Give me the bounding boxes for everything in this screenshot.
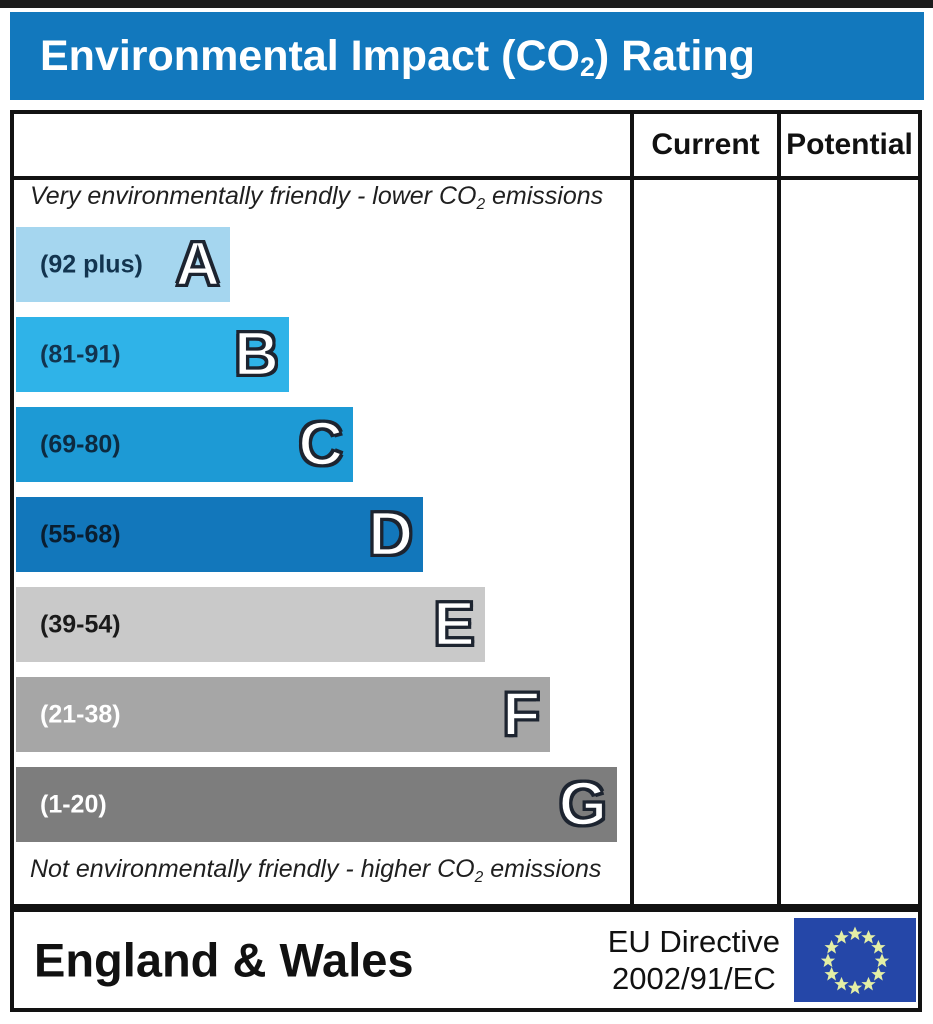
- band-bar-c: (69-80) C: [16, 407, 354, 482]
- band-range-label: (55-68): [40, 520, 121, 548]
- band-range-label: (92 plus): [40, 250, 143, 278]
- top-border-strip: [0, 0, 933, 8]
- band-bar-a: (92 plus) A: [16, 227, 231, 302]
- column-header-potential: Potential: [786, 128, 913, 161]
- band-bar-b: (81-91) B: [16, 317, 289, 392]
- band-letter: B: [233, 319, 280, 389]
- bottom-annotation: Not environmentally friendly - higher CO…: [30, 855, 602, 886]
- top-annotation: Very environmentally friendly - lower CO…: [30, 182, 604, 213]
- band-range-label: (81-91): [40, 340, 121, 368]
- footer: England & Wales EU Directive 2002/91/EC: [10, 908, 922, 1012]
- column-divider-potential: [777, 114, 781, 904]
- region-label: England & Wales: [34, 933, 414, 987]
- chart-title-bar: Environmental Impact (CO2) Rating: [10, 12, 924, 100]
- band-letter: A: [174, 229, 221, 299]
- band-letter: G: [557, 769, 608, 839]
- band-range-label: (21-38): [40, 700, 121, 728]
- band-letter: F: [501, 679, 541, 749]
- band-bar-e: (39-54) E: [16, 587, 485, 662]
- band-bar-d: (55-68) D: [16, 497, 423, 572]
- eu-directive-label: EU Directive 2002/91/EC: [608, 923, 780, 997]
- band-range-label: (1-20): [40, 790, 107, 818]
- band-chart-area: Very environmentally friendly - lower CO…: [14, 180, 630, 904]
- rating-bars: (92 plus) A (81-91) B (69-80) C (55-68) …: [16, 227, 628, 857]
- band-bar-g: (1-20) G: [16, 767, 617, 842]
- rating-table: Current Potential Very environmentally f…: [10, 110, 922, 908]
- header-divider: [14, 176, 918, 180]
- band-letter: C: [297, 409, 344, 479]
- band-range-label: (69-80): [40, 430, 121, 458]
- chart-title: Environmental Impact (CO2) Rating: [40, 31, 755, 83]
- eu-directive-line1: EU Directive: [607, 923, 780, 959]
- band-bar-f: (21-38) F: [16, 677, 551, 752]
- band-letter: E: [432, 589, 476, 659]
- column-divider-current: [630, 114, 634, 904]
- eu-directive-line2: 2002/91/EC: [612, 961, 776, 996]
- column-header-current: Current: [651, 128, 760, 161]
- band-range-label: (39-54): [40, 610, 121, 638]
- eu-flag-icon: [794, 918, 916, 1002]
- band-letter: D: [367, 499, 414, 569]
- current-value-cell: [634, 180, 777, 904]
- potential-value-cell: [781, 180, 918, 904]
